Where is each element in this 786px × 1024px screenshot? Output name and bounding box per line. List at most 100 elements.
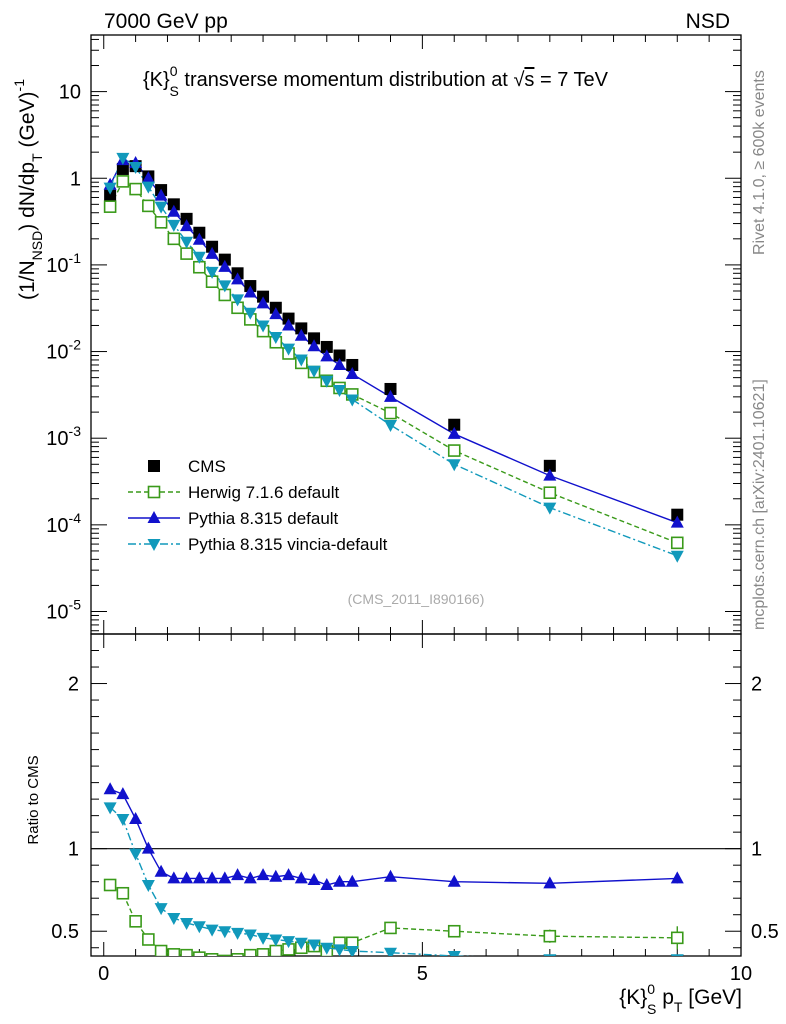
ratio-point xyxy=(243,929,257,942)
data-point xyxy=(116,162,129,175)
x-tick-label: 10 xyxy=(730,963,752,985)
ratio-point xyxy=(180,917,194,930)
data-point xyxy=(543,502,557,515)
data-point xyxy=(447,444,461,457)
xlabel-k: {K} xyxy=(619,986,647,1009)
y-tick-label: 1 xyxy=(70,168,81,190)
analysis-annotation: (CMS_2011_I890166) xyxy=(348,591,485,607)
data-point xyxy=(104,189,117,202)
data-point xyxy=(180,236,194,249)
y-tick-exp: -5 xyxy=(69,597,82,613)
ratio-point xyxy=(103,802,117,815)
data-point xyxy=(231,294,245,307)
ratio-point xyxy=(384,921,397,935)
data-point xyxy=(308,332,321,345)
data-point xyxy=(384,406,397,420)
data-point xyxy=(243,307,257,320)
data-point xyxy=(346,358,359,371)
data-point xyxy=(333,384,347,397)
ratio-point xyxy=(167,871,181,884)
ratio-point xyxy=(256,932,270,945)
ratio-point xyxy=(142,933,155,946)
ratio-point xyxy=(218,871,232,884)
ratio-y-tick-label: 0.5 xyxy=(51,921,79,943)
legend-label: Pythia 8.315 vincia-default xyxy=(188,535,388,554)
legend-marker xyxy=(147,485,161,499)
y-tick-base: 10 xyxy=(46,342,68,364)
data-point xyxy=(671,508,684,521)
title-k: {K} xyxy=(143,69,170,91)
ratio-series-group xyxy=(103,782,684,956)
header-left: 7000 GeV pp xyxy=(104,10,228,33)
data-point xyxy=(295,322,308,335)
ratio-point xyxy=(129,848,143,861)
ratio-point xyxy=(167,913,181,926)
data-point xyxy=(384,420,398,433)
ratio-point xyxy=(670,931,684,945)
y-tick-exp: -2 xyxy=(69,337,82,353)
data-point xyxy=(333,357,347,370)
data-point xyxy=(320,375,334,388)
xlabel-unit: [GeV] xyxy=(682,986,742,1009)
y-tick-label: 10-3 xyxy=(46,423,81,450)
ratio-point xyxy=(282,868,296,881)
ratio-point xyxy=(167,948,181,956)
ylabel-b: ) dN/dp xyxy=(16,162,39,231)
data-point xyxy=(333,349,346,362)
data-point xyxy=(447,459,461,472)
ratio-point xyxy=(269,869,283,882)
data-point xyxy=(192,232,206,245)
ratio-y-tick-label-right: 1 xyxy=(751,839,762,861)
ylabel-sub1: NSD xyxy=(29,231,45,261)
ratio-point xyxy=(670,871,684,884)
ratio-point xyxy=(154,864,168,877)
header-right: NSD xyxy=(686,10,730,33)
ratio-point xyxy=(141,841,155,854)
data-point xyxy=(448,418,461,431)
y-tick-label: 10-2 xyxy=(46,337,81,364)
ratio-point xyxy=(269,944,283,956)
ratio-point xyxy=(384,947,398,956)
data-point xyxy=(167,198,180,211)
data-point xyxy=(243,285,257,298)
data-point xyxy=(256,320,270,333)
ratio-point xyxy=(205,953,219,956)
y-tick-exp: -3 xyxy=(69,423,82,439)
ratio-point xyxy=(543,954,557,956)
data-point xyxy=(180,219,194,232)
ratio-point xyxy=(180,871,194,884)
main-series-group xyxy=(103,152,684,563)
data-point xyxy=(142,199,155,213)
title-energy: = 7 TeV xyxy=(534,69,608,91)
data-point xyxy=(180,212,193,225)
ratio-point xyxy=(116,886,130,900)
ratio-point xyxy=(205,924,219,937)
legend-marker xyxy=(147,539,161,551)
ylabel-c: (GeV) xyxy=(16,91,39,153)
ratio-ylabel: Ratio to CMS xyxy=(25,755,42,844)
data-point xyxy=(269,332,283,345)
sqrt-sign: √ xyxy=(513,69,524,91)
ratio-point xyxy=(243,871,257,884)
data-point xyxy=(116,152,130,165)
data-point xyxy=(384,382,397,395)
y-tick-label: 10 xyxy=(59,82,81,104)
ratio-point xyxy=(447,924,461,938)
ratio-point xyxy=(269,934,283,947)
ratio-point xyxy=(320,942,334,955)
y-tick-exp: -1 xyxy=(69,250,82,266)
data-point xyxy=(141,171,155,184)
data-point xyxy=(154,188,168,201)
ratio-point xyxy=(231,927,245,940)
data-point xyxy=(294,354,308,367)
ratio-point xyxy=(231,868,245,881)
data-point xyxy=(218,280,232,293)
ratio-point xyxy=(294,937,308,950)
data-point xyxy=(154,201,168,214)
title-main: transverse momentum distribution at xyxy=(179,69,514,91)
legend-marker xyxy=(148,460,160,472)
data-point xyxy=(218,259,232,272)
y-tick-base: 10 xyxy=(46,602,68,624)
ratio-point xyxy=(218,954,232,956)
ratio-point xyxy=(345,874,359,887)
